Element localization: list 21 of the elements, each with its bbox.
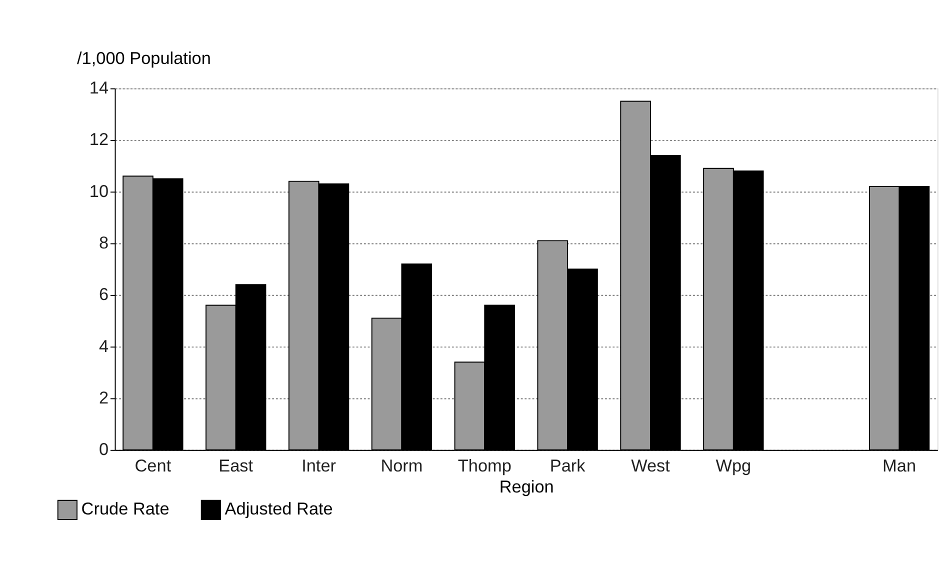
x-tick-label: West bbox=[631, 455, 670, 476]
y-tick-label: 2 bbox=[98, 388, 109, 408]
y-tick-label: 8 bbox=[98, 232, 109, 253]
legend-label: Crude Rate bbox=[81, 498, 170, 519]
y-tick-label: 4 bbox=[98, 336, 109, 356]
x-tick-label: Cent bbox=[134, 455, 172, 476]
legend-label: Adjusted Rate bbox=[224, 498, 333, 519]
x-tick-label: Wpg bbox=[716, 455, 752, 476]
y-tick-label: 12 bbox=[89, 129, 109, 150]
x-tick-label: Man bbox=[882, 455, 916, 476]
x-tick-label: East bbox=[218, 455, 254, 476]
x-tick-label: Park bbox=[550, 455, 586, 476]
x-tick-label: Thomp bbox=[458, 455, 512, 476]
y-tick-label: 0 bbox=[98, 439, 109, 460]
y-axis-title: /1,000 Population bbox=[77, 48, 211, 68]
x-tick-label: Inter bbox=[302, 455, 336, 476]
y-tick-label: 6 bbox=[98, 284, 109, 304]
y-tick-label: 10 bbox=[89, 180, 109, 201]
x-axis-title: Region bbox=[499, 476, 554, 496]
y-tick-label: 14 bbox=[89, 78, 109, 98]
x-tick-label: Norm bbox=[380, 455, 423, 476]
